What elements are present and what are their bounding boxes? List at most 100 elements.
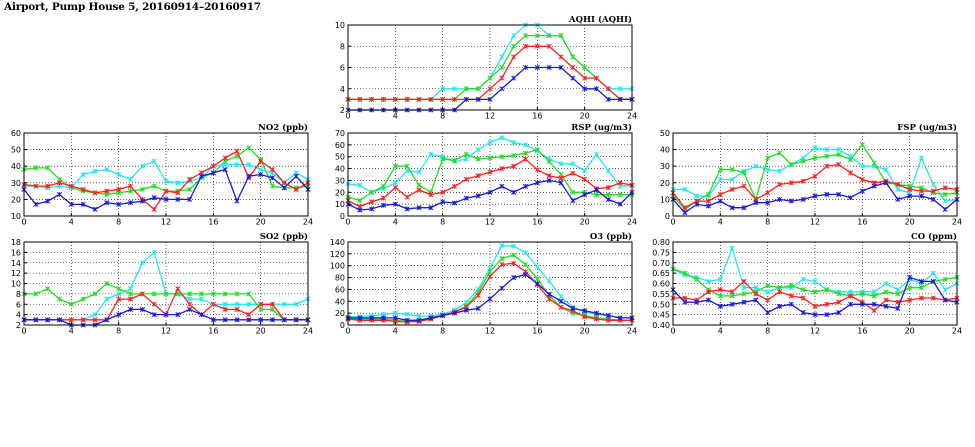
y-tick-label: 0	[665, 212, 670, 221]
y-tick-label: 50	[335, 153, 345, 162]
data-point-cyan	[836, 147, 842, 153]
data-point-green	[68, 301, 74, 307]
data-point-blue	[582, 86, 588, 92]
data-point-red	[918, 295, 925, 301]
data-point-red	[369, 199, 375, 205]
x-tick-label: 24	[627, 327, 637, 336]
data-point-blue	[546, 64, 552, 71]
data-point-blue	[80, 201, 86, 207]
data-point-blue	[605, 312, 611, 319]
data-point-blue	[269, 175, 276, 181]
y-tick-label: 14	[11, 259, 21, 268]
data-point-green	[522, 150, 529, 156]
data-point-blue	[918, 193, 925, 199]
data-point-red	[116, 296, 122, 302]
data-point-red	[127, 183, 134, 189]
x-tick-label: 12	[485, 327, 495, 336]
data-point-blue	[357, 315, 363, 321]
x-tick-label: 4	[69, 218, 74, 227]
data-point-blue	[918, 278, 925, 284]
data-point-blue	[871, 183, 877, 189]
data-point-blue	[357, 207, 363, 213]
data-point-cyan	[776, 168, 783, 174]
x-tick-label: 16	[857, 327, 867, 336]
data-point-cyan	[198, 296, 205, 302]
chart-title: RSP (ug/m3)	[571, 122, 632, 133]
x-tick-label: 24	[627, 218, 637, 227]
data-point-green	[765, 283, 771, 289]
data-point-red	[847, 293, 854, 299]
data-point-cyan	[246, 301, 252, 307]
y-tick-label: 20	[660, 179, 670, 188]
x-tick-label: 16	[532, 218, 542, 227]
y-tick-label: 60	[11, 129, 21, 138]
data-point-blue	[487, 296, 493, 302]
data-point-cyan	[522, 142, 529, 148]
data-point-red	[522, 43, 529, 49]
data-point-cyan	[883, 166, 889, 173]
data-point-green	[246, 145, 252, 151]
data-point-green	[694, 276, 700, 282]
data-point-blue	[511, 75, 517, 81]
data-point-cyan	[104, 166, 110, 173]
data-point-green	[942, 276, 948, 282]
data-point-cyan	[942, 198, 948, 204]
data-point-blue	[440, 199, 446, 205]
y-tick-label: 0.55	[652, 290, 670, 299]
data-point-cyan	[499, 243, 505, 249]
data-point-red	[847, 170, 854, 176]
data-point-red	[440, 96, 446, 102]
data-point-cyan	[694, 193, 700, 199]
data-point-blue	[127, 200, 134, 206]
x-tick-label: 12	[810, 218, 820, 227]
data-point-green	[570, 189, 576, 195]
data-point-green	[33, 291, 39, 297]
data-point-cyan	[151, 158, 157, 164]
data-point-blue	[269, 317, 276, 323]
data-point-blue	[463, 96, 469, 102]
data-point-cyan	[717, 276, 723, 282]
data-point-red	[428, 96, 434, 102]
data-point-green	[593, 192, 600, 198]
data-point-red	[104, 188, 110, 194]
data-point-red	[511, 54, 517, 60]
data-point-red	[895, 181, 901, 188]
data-point-blue	[558, 180, 564, 186]
data-point-red	[546, 173, 552, 179]
x-tick-label: 16	[532, 327, 542, 336]
data-point-green	[416, 182, 422, 188]
data-point-cyan	[151, 249, 157, 255]
data-point-blue	[593, 310, 600, 316]
data-point-blue	[175, 196, 181, 202]
data-point-blue	[139, 198, 145, 204]
data-point-cyan	[930, 270, 936, 276]
data-point-red	[428, 192, 434, 198]
y-tick-label: 0.75	[652, 248, 670, 257]
x-tick-label: 24	[952, 218, 962, 227]
data-point-cyan	[80, 171, 86, 178]
y-tick-label: 8	[340, 42, 345, 51]
data-point-red	[717, 191, 723, 197]
data-point-red	[416, 187, 422, 193]
data-point-green	[824, 153, 830, 159]
y-tick-label: 30	[11, 179, 21, 188]
data-point-blue	[475, 96, 481, 102]
data-point-green	[859, 291, 865, 297]
data-point-blue	[930, 278, 936, 284]
data-point-blue	[198, 312, 205, 318]
data-point-blue	[175, 312, 181, 318]
data-point-cyan	[187, 296, 193, 302]
x-tick-label: 0	[21, 327, 26, 336]
data-point-cyan	[593, 151, 600, 157]
data-point-green	[511, 43, 517, 49]
data-point-red	[187, 301, 193, 307]
data-point-green	[895, 291, 901, 297]
data-point-blue	[451, 200, 458, 206]
data-point-red	[293, 186, 299, 192]
data-point-green	[33, 165, 39, 171]
y-tick-label: 30	[335, 176, 345, 185]
data-point-red	[487, 273, 493, 279]
data-point-cyan	[741, 285, 747, 291]
data-point-red	[534, 43, 540, 49]
data-point-red	[92, 317, 98, 323]
